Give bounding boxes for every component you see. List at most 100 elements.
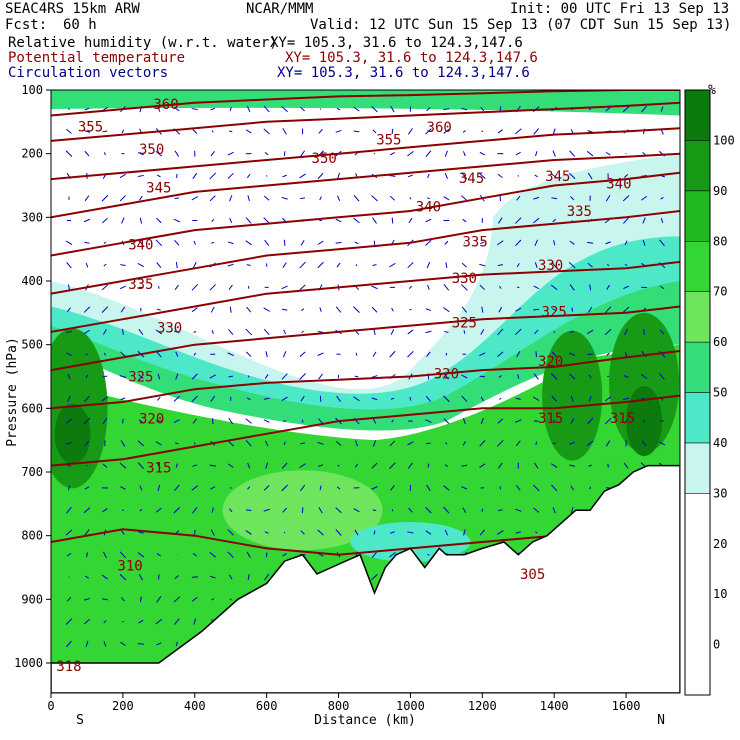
rh-region — [51, 96, 680, 390]
circulation-vector — [67, 108, 70, 111]
circulation-vector — [552, 218, 557, 223]
circulation-vector — [389, 262, 396, 268]
circulation-vector — [264, 440, 269, 447]
circulation-vector — [515, 440, 521, 447]
circulation-vector — [246, 106, 251, 113]
circulation-vector — [66, 331, 72, 333]
circulation-vector — [587, 241, 594, 244]
colorbar-unit: % — [708, 83, 716, 98]
circulation-vector — [264, 152, 269, 156]
circulation-vector — [371, 306, 378, 313]
circulation-vector — [569, 284, 575, 291]
circulation-vector — [425, 308, 432, 312]
circulation-vector — [102, 551, 107, 558]
circulation-vector — [246, 551, 251, 558]
circulation-vector — [247, 574, 250, 580]
circulation-vector — [102, 508, 108, 513]
circulation-vector — [641, 440, 647, 447]
terrain — [51, 464, 680, 693]
contour-label: 345 — [146, 180, 171, 196]
x-tick-label: 200 — [112, 699, 134, 713]
colorbar-swatch — [684, 140, 711, 192]
circulation-vector — [317, 172, 324, 180]
circulation-vector — [119, 551, 127, 559]
colorbar-tick-label: 50 — [713, 386, 727, 400]
circulation-vector — [265, 462, 269, 469]
circulation-vector — [425, 330, 432, 334]
circulation-vector — [389, 151, 395, 156]
circulation-vector — [174, 484, 180, 492]
circulation-vector — [84, 241, 90, 244]
circulation-vector — [155, 618, 163, 625]
circulation-vector — [120, 440, 126, 447]
circulation-vector — [622, 195, 630, 202]
contour-label: 305 — [520, 567, 545, 583]
circulation-vector — [335, 306, 342, 313]
circulation-vector — [65, 441, 73, 445]
circulation-vector — [173, 218, 181, 223]
circulation-vector — [122, 328, 124, 335]
circulation-vector — [318, 418, 324, 424]
circulation-vector — [263, 105, 270, 113]
circulation-vector — [283, 239, 286, 246]
circulation-vector — [193, 331, 197, 333]
circulation-vector — [588, 464, 592, 467]
circulation-vector — [516, 351, 521, 358]
colorbar-tick-label: 90 — [713, 184, 727, 198]
circulation-vector — [192, 506, 198, 514]
circulation-vector — [281, 484, 288, 492]
circulation-vector — [407, 441, 414, 446]
circulation-vector — [301, 419, 304, 423]
y-tick-label: 800 — [21, 529, 43, 543]
circulation-vector — [641, 105, 647, 113]
circulation-vector — [390, 485, 395, 491]
circulation-vector — [570, 485, 574, 491]
circulation-vector — [264, 374, 269, 379]
circulation-vector — [209, 464, 216, 467]
circulation-vector — [425, 150, 432, 157]
circulation-vector — [624, 173, 629, 178]
circulation-vector — [119, 195, 126, 202]
circulation-vector — [515, 239, 522, 246]
circulation-vector — [498, 462, 503, 469]
circulation-vector — [570, 330, 575, 333]
circulation-vector — [443, 506, 450, 514]
circulation-vector — [371, 195, 378, 202]
circulation-vector — [587, 262, 593, 268]
circulation-vector — [336, 486, 341, 490]
circulation-vector — [335, 507, 342, 514]
circulation-vector — [461, 262, 467, 268]
colorbar-swatch — [684, 493, 711, 696]
circulation-vector — [120, 641, 126, 646]
circulation-vector — [460, 284, 468, 291]
circulation-vector — [371, 551, 378, 558]
circulation-vector — [191, 108, 198, 111]
circulation-vector — [390, 328, 395, 335]
theta-contour-320 — [51, 350, 680, 410]
circulation-vector — [300, 150, 306, 157]
circulation-vector — [300, 395, 305, 402]
circulation-vector — [173, 596, 181, 603]
circulation-vector — [193, 618, 197, 625]
colorbar-tick-label: 40 — [713, 436, 727, 450]
circulation-vector — [407, 462, 413, 469]
circulation-vector — [139, 596, 142, 603]
circulation-vector — [336, 172, 341, 180]
circulation-vector — [444, 529, 449, 536]
circulation-vector — [409, 396, 412, 401]
circulation-vector — [355, 352, 358, 356]
circulation-vector — [535, 531, 538, 534]
circulation-vector — [389, 195, 396, 201]
x-axis-label: Distance (km) — [314, 713, 416, 728]
circulation-vector — [228, 508, 233, 513]
circulation-vector — [390, 397, 395, 400]
contour-label: 350 — [139, 142, 164, 158]
circulation-vector — [497, 328, 504, 336]
circulation-vector — [390, 531, 395, 534]
x-tick-label: 800 — [328, 699, 350, 713]
circulation-vector — [371, 486, 378, 490]
circulation-vector — [551, 261, 558, 269]
circulation-vector — [444, 240, 449, 245]
circulation-vector — [588, 374, 592, 379]
contour-label: 330 — [157, 320, 182, 336]
